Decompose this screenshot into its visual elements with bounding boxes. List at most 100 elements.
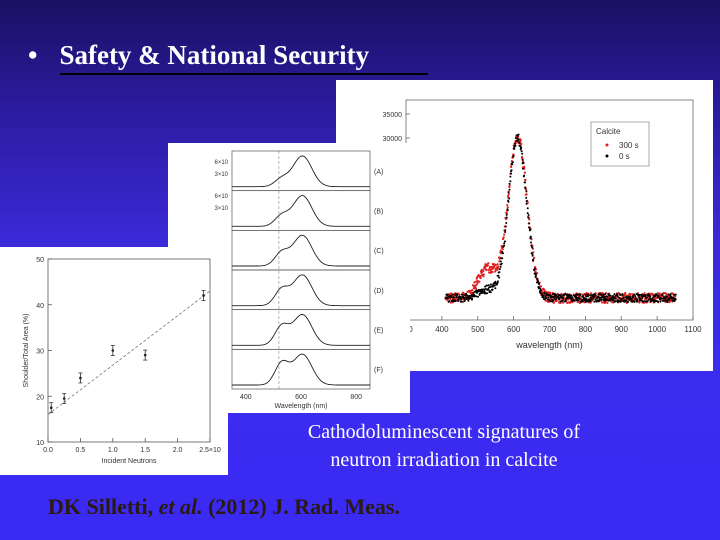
spectrum-frame bbox=[231, 190, 371, 231]
spectrum-curve bbox=[232, 195, 370, 227]
data-point-300s bbox=[656, 292, 659, 295]
data-point-0s bbox=[613, 293, 616, 296]
data-point-0s bbox=[498, 268, 501, 271]
spectrum-curve bbox=[232, 155, 370, 188]
data-point-0s bbox=[592, 293, 595, 296]
data-point-0s bbox=[542, 294, 545, 297]
data-point-0s bbox=[530, 244, 533, 247]
spectrum-curve bbox=[232, 234, 370, 267]
data-point-0s bbox=[668, 297, 671, 300]
data-point-0s bbox=[654, 295, 657, 298]
data-point-300s bbox=[474, 287, 478, 290]
x-tick-label: 1000 bbox=[648, 325, 666, 334]
plot-frame bbox=[47, 258, 211, 443]
data-point-0s bbox=[480, 292, 483, 295]
data-point-0s bbox=[521, 167, 524, 170]
data-point-0s bbox=[639, 297, 642, 300]
data-point-0s bbox=[499, 260, 502, 263]
data-point-0s bbox=[515, 139, 518, 142]
data-point-0s bbox=[465, 292, 468, 295]
data-point-0s bbox=[540, 289, 543, 292]
data-point-0s bbox=[454, 299, 457, 302]
data-point-0s bbox=[486, 292, 489, 295]
data-point-0s bbox=[493, 284, 496, 287]
data-point-0s bbox=[619, 293, 622, 296]
data-point-0s bbox=[539, 287, 542, 290]
data-point-300s bbox=[489, 265, 492, 269]
data-point-0s bbox=[466, 298, 469, 301]
legend-label: 0 s bbox=[619, 152, 630, 161]
data-point-0s bbox=[525, 190, 528, 193]
data-point-0s bbox=[660, 297, 663, 300]
data-point-0s bbox=[554, 298, 557, 301]
data-point-300s bbox=[534, 265, 537, 269]
data-point-0s bbox=[460, 300, 463, 303]
data-point-300s bbox=[606, 301, 609, 304]
calcite-spectrum-chart: 350003000030040050060070080090010001100w… bbox=[383, 99, 702, 350]
data-point-300s bbox=[497, 265, 500, 268]
data-point-0s bbox=[590, 296, 593, 299]
legend-title: Calcite bbox=[596, 127, 621, 136]
data-point-300s bbox=[507, 194, 510, 198]
data-point-300s bbox=[482, 273, 485, 276]
data-point-0s bbox=[518, 141, 521, 144]
data-point-0s bbox=[645, 296, 648, 299]
data-point-300s bbox=[484, 266, 487, 270]
legend: Calcite 300 s 0 s bbox=[590, 121, 650, 167]
data-point-0s bbox=[664, 299, 667, 302]
data-point-0s bbox=[531, 246, 534, 249]
x-tick-label: 700 bbox=[543, 325, 557, 334]
data-point-0s bbox=[633, 300, 636, 303]
data-point-0s bbox=[611, 299, 614, 302]
data-point-0s bbox=[499, 265, 502, 268]
data-point-300s bbox=[541, 290, 544, 294]
data-point-0s bbox=[614, 297, 617, 300]
data-point-0s bbox=[503, 244, 506, 247]
data-point-0s bbox=[494, 287, 497, 290]
title-line: • Safety & National Security bbox=[28, 40, 369, 71]
data-point-0s bbox=[485, 284, 488, 287]
data-point-0s bbox=[582, 300, 585, 303]
x-tick-label: 2.5×10 bbox=[199, 447, 221, 454]
data-point-300s bbox=[501, 248, 504, 251]
x-tick-label: 800 bbox=[579, 325, 593, 334]
data-point-0s bbox=[523, 181, 526, 184]
data-point-300s bbox=[470, 291, 473, 294]
data-point-0s bbox=[489, 291, 492, 294]
data-point-0s bbox=[524, 186, 527, 189]
data-point-0s bbox=[657, 300, 660, 303]
y-tick-label: 40 bbox=[36, 303, 44, 310]
data-point-0s bbox=[533, 267, 536, 270]
data-point-300s bbox=[496, 267, 500, 270]
data-point-0s bbox=[549, 296, 552, 299]
spectrum-label: (F) bbox=[374, 367, 383, 374]
data-point-0s bbox=[573, 299, 576, 302]
x-axis-label: wavelength (nm) bbox=[515, 340, 583, 350]
y-tick-label: 30 bbox=[36, 349, 44, 356]
data-point-0s bbox=[459, 296, 462, 299]
data-point-0s bbox=[641, 293, 644, 296]
x-tick-label: 1.0 bbox=[108, 447, 118, 454]
data-point-300s bbox=[524, 178, 527, 182]
data-point-0s bbox=[632, 296, 635, 299]
x-tick-label: 1100 bbox=[684, 325, 702, 334]
spectrum-label: (D) bbox=[374, 288, 384, 295]
data-point-300s bbox=[539, 285, 543, 288]
data-point-300s bbox=[549, 291, 552, 294]
data-point-0s bbox=[590, 298, 593, 301]
data-point-0s bbox=[529, 235, 532, 238]
data-point-0s bbox=[655, 300, 658, 303]
data-point-0s bbox=[477, 295, 480, 298]
data-point-300s bbox=[534, 270, 537, 273]
data-point-0s bbox=[463, 299, 466, 302]
data-point-0s bbox=[527, 213, 530, 216]
data-point-0s bbox=[448, 300, 451, 303]
data-point-0s bbox=[627, 300, 630, 303]
data-point-0s bbox=[630, 298, 633, 301]
data-point-0s bbox=[514, 142, 517, 145]
data-point-0s bbox=[528, 228, 531, 231]
data-point-300s bbox=[476, 281, 479, 285]
data-point-0s bbox=[575, 295, 578, 298]
data-point bbox=[49, 406, 53, 409]
data-point-0s bbox=[505, 213, 508, 216]
